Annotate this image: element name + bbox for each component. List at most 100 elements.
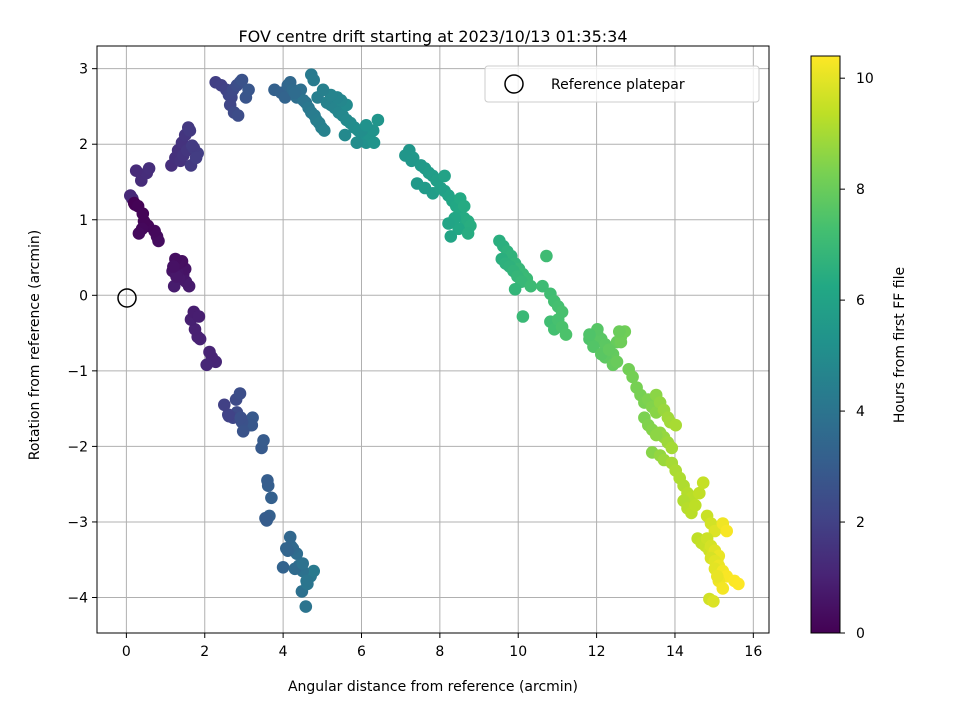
data-point [236, 425, 250, 438]
colorbar-label: Hours from first FF file [892, 267, 908, 423]
data-point [696, 476, 710, 490]
data-point [602, 343, 616, 357]
data-point [613, 325, 626, 338]
data-point [536, 279, 549, 293]
data-point [626, 370, 639, 384]
data-point [559, 328, 573, 341]
data-point [716, 582, 730, 595]
y-axis-label: Rotation from reference (arcmin) [27, 230, 43, 460]
legend-marker-icon [504, 74, 524, 94]
colorbar-tick-label: 0 [856, 626, 865, 642]
data-point [222, 408, 235, 422]
data-point [444, 230, 458, 243]
data-point [307, 73, 321, 87]
data-point [259, 511, 272, 525]
data-point [438, 169, 451, 183]
data-point [359, 119, 373, 132]
data-point [418, 181, 432, 195]
x-tick-label: 0 [122, 644, 131, 660]
plot-frame [96, 45, 770, 634]
y-tick-label: 3 [79, 62, 88, 78]
data-point [203, 345, 216, 359]
data-point [508, 283, 522, 296]
x-tick-label: 14 [666, 644, 684, 660]
colorbar: 0 2 4 6 8 10 Hours from first FF file [810, 55, 908, 642]
data-point [693, 486, 706, 500]
y-tick-label: −4 [67, 590, 88, 606]
x-axis-label: Angular distance from reference (arcmin) [288, 679, 578, 695]
data-point [405, 154, 418, 168]
data-point [183, 124, 197, 137]
data-point [371, 113, 385, 127]
data-point [452, 222, 466, 236]
legend: Reference platepar [484, 65, 760, 103]
colorbar-tick-label: 4 [856, 404, 865, 420]
data-point [434, 181, 447, 195]
y-tick-label: 0 [79, 288, 88, 304]
y-tick-label: 1 [79, 213, 88, 229]
x-axis-ticks: 0 2 4 6 8 10 12 14 16 [122, 633, 762, 660]
data-point [614, 335, 628, 349]
y-tick-label: −1 [67, 364, 88, 380]
data-point [732, 577, 745, 591]
colorbar-tick-label: 6 [856, 293, 865, 309]
data-point [283, 530, 297, 544]
data-point [583, 328, 596, 341]
data-point [707, 595, 720, 608]
data-point [350, 136, 364, 149]
x-tick-label: 6 [357, 644, 366, 660]
colorbar-tick-label: 2 [856, 515, 865, 531]
data-point [461, 227, 475, 240]
data-point [300, 574, 313, 588]
data-point [689, 499, 702, 512]
x-tick-label: 12 [588, 644, 606, 660]
data-point [242, 83, 255, 97]
data-point [189, 151, 203, 165]
data-point [132, 227, 146, 240]
data-point [278, 91, 292, 104]
data-point [231, 109, 245, 122]
data-point [307, 564, 321, 578]
data-point [235, 73, 249, 87]
data-point [129, 164, 143, 177]
colorbar-tick-label: 10 [856, 71, 874, 87]
data-point [234, 411, 248, 425]
data-point [142, 162, 156, 175]
data-point [257, 434, 270, 447]
legend-box [484, 65, 760, 103]
data-point [665, 441, 679, 455]
x-tick-label: 4 [279, 644, 288, 660]
data-point [299, 600, 313, 613]
data-point [367, 136, 381, 149]
y-tick-label: 2 [79, 137, 88, 153]
colorbar-ticks: 0 2 4 6 8 10 [840, 71, 874, 642]
data-point [669, 418, 682, 432]
y-tick-label: −3 [67, 515, 88, 531]
data-point [711, 570, 724, 583]
chart-title: FOV centre drift starting at 2023/10/13 … [238, 27, 627, 46]
data-point [261, 474, 274, 487]
data-point [524, 279, 538, 293]
data-point [610, 355, 624, 369]
data-point [720, 524, 733, 538]
data-point [170, 270, 183, 283]
data-point [233, 387, 247, 400]
data-point [516, 310, 530, 323]
colorbar-gradient [810, 55, 841, 634]
data-point [185, 139, 199, 152]
data-point [218, 398, 231, 412]
reference-platepar-marker [117, 288, 137, 308]
data-point [318, 124, 331, 137]
data-point [167, 260, 180, 273]
x-tick-label: 10 [509, 644, 527, 660]
data-point [708, 524, 722, 538]
data-point [540, 249, 553, 263]
data-point [280, 542, 293, 555]
x-tick-label: 8 [435, 644, 444, 660]
data-point [265, 491, 278, 505]
x-tick-label: 2 [200, 644, 209, 660]
data-point [316, 83, 330, 97]
data-point [649, 428, 663, 442]
y-tick-label: −2 [67, 439, 88, 455]
